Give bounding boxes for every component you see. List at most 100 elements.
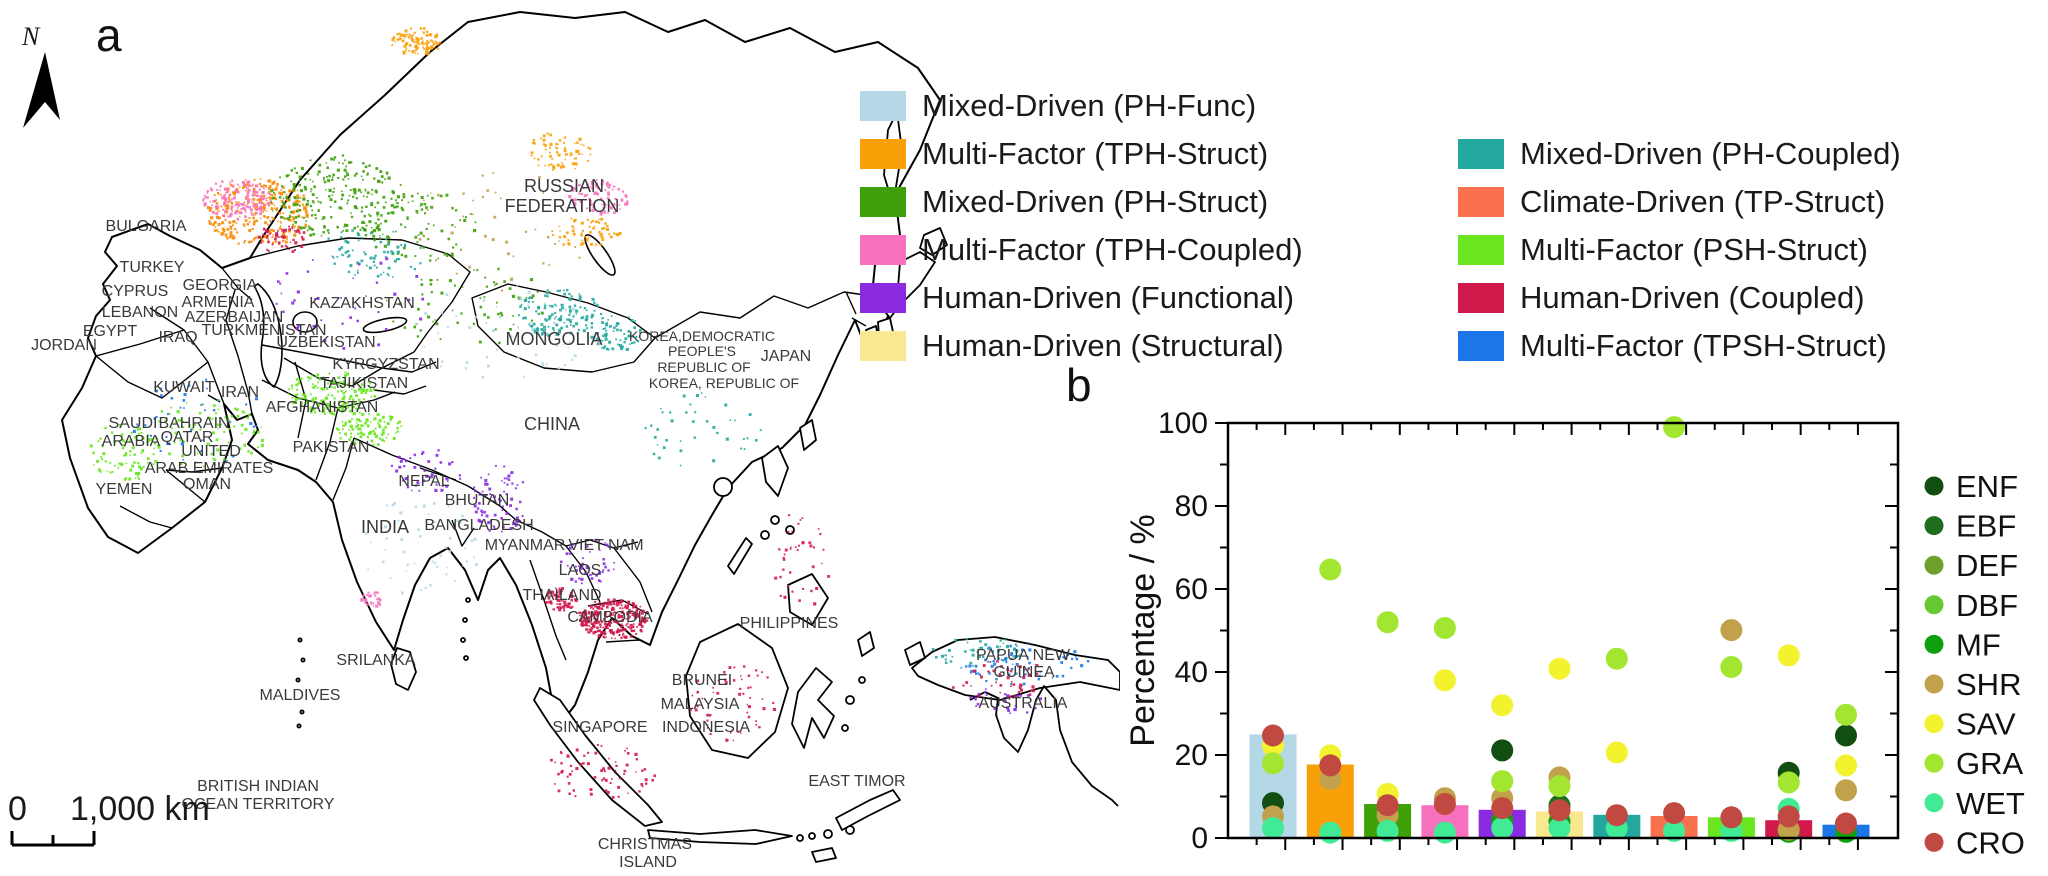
map-cluster-dot [550, 602, 553, 605]
map-cluster-dot [447, 505, 450, 508]
map-cluster-dot [383, 421, 386, 423]
map-cluster-dot [594, 600, 596, 603]
map-cluster-dot [545, 332, 548, 336]
map-cluster-dot [280, 199, 284, 203]
map-cluster-dot [615, 764, 618, 767]
map-cluster-dot [611, 188, 614, 191]
map-cluster-dot [219, 452, 222, 456]
map-cluster-dot [562, 243, 565, 246]
map-cluster-dot [602, 334, 605, 338]
map-cluster-dot [580, 621, 584, 625]
scatter-dot-CRO [1835, 812, 1857, 835]
map-cluster-dot [273, 192, 275, 194]
legend-label: Multi-Factor (PSH-Struct) [1520, 232, 1868, 267]
map-cluster-dot [1006, 644, 1009, 647]
map-cluster-dot [535, 353, 538, 357]
map-cluster-dot [417, 234, 420, 236]
map-cluster-dot [399, 459, 403, 463]
map-cluster-dot [1037, 677, 1041, 681]
map-cluster-dot [221, 196, 224, 200]
map-cluster-dot [393, 501, 397, 505]
map-cluster-dot [361, 226, 364, 230]
map-cluster-dot [419, 247, 422, 249]
map-cluster-dot [632, 605, 635, 609]
scatter-dot-SAV [1777, 644, 1800, 667]
country-label: JORDAN [31, 337, 97, 354]
map-cluster-dot [566, 775, 569, 778]
map-cluster-dot [450, 231, 454, 235]
map-cluster-dot [428, 51, 430, 53]
map-cluster-dot [386, 251, 390, 254]
map-cluster-dot [382, 271, 385, 274]
map-cluster-dot [215, 199, 218, 202]
map-cluster-dot [259, 178, 262, 180]
map-cluster-dot [524, 230, 528, 233]
scatter-dot-CRO [1376, 794, 1399, 817]
map-cluster-dot [759, 429, 762, 432]
map-cluster-dot [268, 229, 271, 233]
map-cluster-dot [260, 207, 263, 211]
map-cluster-dot [229, 421, 232, 423]
map-cluster-dot [617, 322, 620, 325]
map-cluster-dot [332, 191, 335, 194]
map-cluster-dot [574, 246, 577, 248]
map-cluster-dot [285, 240, 288, 244]
map-cluster-dot [591, 313, 595, 317]
map-cluster-dot [487, 473, 490, 476]
map-cluster-dot [512, 315, 514, 317]
map-cluster-dot [476, 507, 480, 510]
map-cluster-dot [1075, 657, 1079, 661]
map-cluster-dot [315, 398, 317, 401]
map-cluster-dot [435, 322, 439, 326]
map-cluster-dot [482, 490, 484, 493]
map-cluster-dot [364, 252, 367, 256]
map-cluster-dot [1039, 697, 1042, 701]
map-cluster-dot [351, 428, 355, 431]
map-cluster-dot [426, 39, 428, 42]
map-cluster-dot [174, 421, 177, 424]
map-cluster-dot [279, 282, 282, 285]
map-cluster-dot [473, 504, 477, 508]
map-cluster-dot [287, 174, 290, 177]
map-cluster-dot [251, 213, 254, 216]
map-cluster-dot [543, 306, 547, 310]
map-cluster-dot [969, 696, 972, 699]
map-cluster-dot [451, 206, 454, 210]
map-cluster-dot [261, 239, 265, 243]
map-cluster-dot [377, 443, 380, 446]
map-cluster-dot [431, 560, 434, 563]
map-cluster-dot [482, 298, 486, 302]
map-cluster-dot [316, 373, 320, 376]
map-cluster-dot [420, 208, 424, 211]
map-cluster-dot [557, 789, 561, 793]
map-cluster-dot [226, 188, 230, 192]
map-cluster-dot [417, 528, 420, 531]
map-cluster-dot [226, 419, 230, 423]
map-cluster-dot [407, 201, 410, 204]
map-cluster-dot [422, 31, 425, 34]
map-cluster-dot [618, 232, 622, 235]
map-cluster-dot [596, 186, 600, 189]
map-cluster-dot [578, 611, 581, 614]
map-cluster-dot [367, 381, 370, 384]
map-cluster-dot [267, 192, 269, 194]
map-cluster-dot [569, 606, 573, 609]
map-cluster-dot [747, 705, 751, 709]
map-cluster-dot [487, 316, 490, 319]
map-cluster-dot [567, 782, 571, 785]
map-cluster-dot [542, 134, 546, 138]
map-cluster-dot [573, 354, 577, 358]
map-cluster-dot [739, 687, 742, 690]
map-cluster-dot [572, 318, 574, 320]
map-cluster-dot [588, 236, 590, 239]
country-label: JAPAN [761, 348, 811, 365]
map-cluster-dot [557, 318, 560, 321]
map-cluster-dot [361, 237, 363, 239]
map-cluster-dot [625, 347, 629, 351]
map-cluster-dot [299, 226, 303, 230]
map-cluster-dot [192, 422, 196, 426]
map-cluster-dot [679, 464, 682, 467]
country-label: AFGHANISTAN [266, 399, 379, 416]
map-cluster-dot [414, 505, 418, 509]
map-cluster-dot [801, 517, 804, 519]
